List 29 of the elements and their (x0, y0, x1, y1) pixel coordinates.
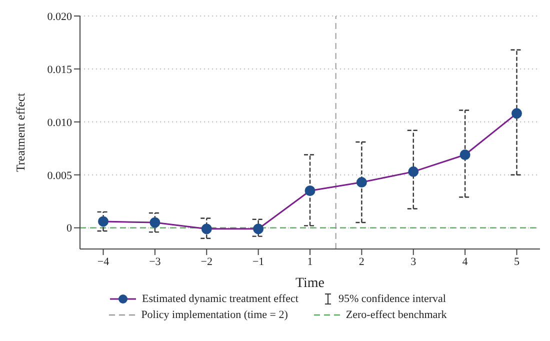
x-tick-label: −3 (149, 256, 162, 268)
y-tick-label: 0.010 (47, 116, 72, 129)
x-tick-label: 4 (462, 256, 468, 268)
x-tick-label: 1 (307, 256, 313, 268)
y-tick-label: 0 (66, 222, 72, 235)
point (201, 224, 212, 234)
legend-label: Policy implementation (time = 2) (141, 309, 288, 321)
y-axis-title: Treatment effect (13, 92, 28, 172)
text: 95% confidence interval (338, 293, 446, 305)
point (460, 149, 470, 160)
point (408, 166, 419, 177)
point (150, 217, 160, 228)
y-tick-label: 0.005 (47, 170, 72, 182)
point (253, 224, 264, 234)
legend-label: Zero-effect benchmark (346, 309, 447, 321)
point (98, 216, 109, 227)
x-tick-label: 5 (514, 256, 520, 268)
x-tick-label: −4 (97, 256, 110, 268)
x-axis-title: Time (295, 276, 325, 291)
point (511, 108, 522, 119)
x-tick-label: −1 (252, 256, 264, 268)
y-tick-label: 0.020 (47, 10, 72, 23)
x-tick-label: −2 (200, 256, 212, 268)
legend-label: Estimated dynamic treatment effect (142, 293, 298, 305)
x-tick-label: 3 (410, 256, 417, 268)
x-tick-label: 2 (358, 256, 364, 268)
point (356, 177, 367, 188)
point (304, 186, 316, 196)
y-tick-label: 0.015 (47, 64, 72, 76)
